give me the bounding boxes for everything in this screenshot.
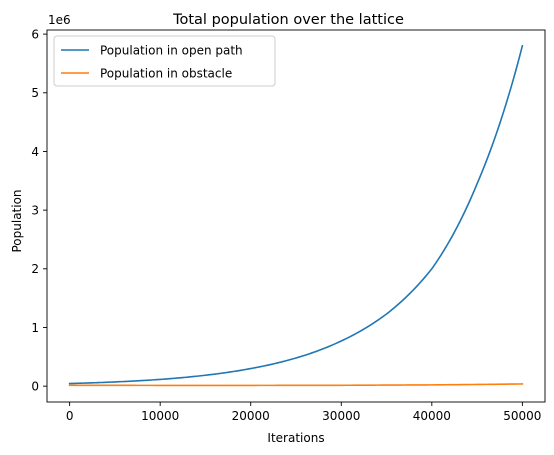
x-tick-label: 20000 <box>232 409 270 423</box>
plot-frame <box>46 29 546 403</box>
x-tick-label: 10000 <box>141 409 179 423</box>
series-layer <box>68 44 524 387</box>
y-tick-label: 4 <box>31 145 39 159</box>
y-tick-label: 3 <box>31 203 39 217</box>
y-axis-label: Population <box>10 189 24 252</box>
y-tick-label: 6 <box>31 27 39 41</box>
y-tick-label: 0 <box>31 379 39 393</box>
series-line-0 <box>68 44 524 385</box>
x-tick-label: 40000 <box>413 409 451 423</box>
axes-layer: 0 10000 20000 30000 40000 50000 0 1 2 3 4 5 6 <box>31 27 546 423</box>
x-tick-label: 30000 <box>322 409 360 423</box>
y-offset-label: 1e6 <box>48 13 71 27</box>
y-tick-label: 5 <box>31 86 39 100</box>
x-axis-label: Iterations <box>267 431 324 445</box>
y-tick-label: 1 <box>31 321 39 335</box>
chart-title: Total population over the lattice <box>172 12 404 28</box>
legend-label-1: Population in obstacle <box>100 66 232 80</box>
x-tick-label: 50000 <box>503 409 541 423</box>
legend-label-0: Population in open path <box>100 43 243 57</box>
x-tick-label: 0 <box>66 409 74 423</box>
legend-box <box>53 35 276 87</box>
legend: Population in open path Population in obs… <box>53 35 276 87</box>
series-line-1 <box>68 383 524 387</box>
y-tick-label: 2 <box>31 262 39 276</box>
